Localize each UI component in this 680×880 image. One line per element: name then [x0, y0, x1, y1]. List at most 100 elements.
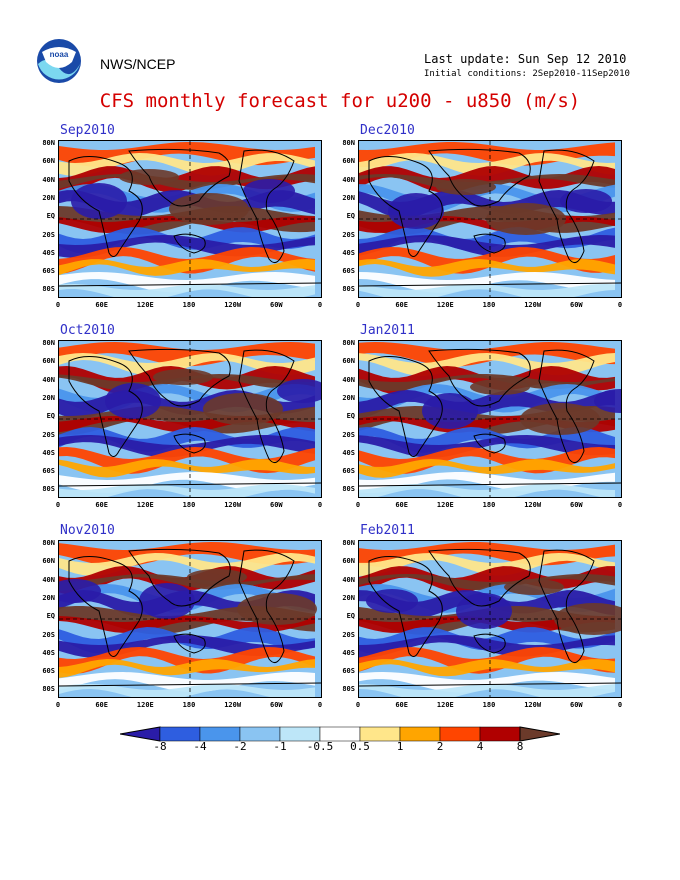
lon-tick-label: 0	[55, 701, 61, 709]
lon-tick-label: 120E	[436, 301, 454, 309]
lon-tick-label: 180	[482, 701, 496, 709]
colorbar-bin	[239, 726, 281, 742]
lat-tick-label: 60S	[342, 467, 355, 476]
lat-tick-label: 40S	[342, 448, 355, 457]
lon-tick-label: 180	[482, 301, 496, 309]
lon-tick-label: 0	[617, 701, 623, 709]
lon-tick-label: 0	[317, 501, 323, 509]
lat-tick-label: 20S	[42, 230, 55, 239]
lat-tick-label: 20N	[342, 193, 355, 202]
colorbar-tick-label: -2	[233, 740, 247, 753]
colorbar-tick-label: -0.5	[306, 740, 334, 753]
lon-tick-label: 120W	[224, 301, 242, 309]
lat-tick-label: 60N	[342, 557, 355, 566]
map-field	[359, 141, 621, 297]
lat-tick-label: 80N	[342, 539, 355, 547]
lon-tick-label: 120E	[136, 701, 154, 709]
lon-tick-label: 120W	[524, 301, 542, 309]
lat-tick-label: 20S	[342, 430, 355, 439]
lon-tick-label: 120W	[524, 701, 542, 709]
lat-tick-label: 80N	[42, 539, 55, 547]
panel-title: Sep2010	[60, 123, 115, 138]
lat-tick-label: 40S	[342, 648, 355, 657]
lat-tick-label: EQ	[346, 212, 355, 221]
forecast-map	[58, 540, 322, 698]
lat-tick-label: 80S	[42, 685, 55, 694]
lat-tick-label: 40S	[342, 248, 355, 257]
initial-conditions: Initial conditions: 2Sep2010-11Sep2010	[424, 69, 630, 79]
lon-tick-label: 0	[317, 701, 323, 709]
lat-tick-label: EQ	[346, 612, 355, 621]
lon-tick-label: 180	[182, 701, 196, 709]
colorbar-bin	[359, 726, 401, 742]
lon-tick-label: 120E	[136, 501, 154, 509]
lat-tick-label: 60N	[42, 157, 55, 166]
colorbar-bin	[399, 726, 441, 742]
lon-tick-label: 180	[482, 501, 496, 509]
colorbar-tick-label: -1	[273, 740, 287, 753]
colorbar-min-arrow	[120, 726, 161, 742]
lat-tick-label: 40S	[42, 448, 55, 457]
lat-tick-label: 20N	[42, 593, 55, 602]
lat-tick-label: EQ	[46, 212, 55, 221]
lat-tick-label: 40N	[42, 575, 55, 584]
lat-tick-label: 60S	[42, 667, 55, 676]
lat-tick-label: 80S	[42, 285, 55, 294]
lon-tick-label: 0	[355, 701, 361, 709]
lon-tick-label: 120W	[224, 701, 242, 709]
logo-text: noaa	[50, 50, 69, 59]
lon-tick-label: 60E	[395, 701, 408, 709]
lon-tick-label: 180	[182, 301, 196, 309]
lon-tick-label: 180	[182, 501, 196, 509]
colorbar	[120, 726, 560, 742]
lat-tick-label: 80N	[42, 139, 55, 147]
lat-tick-label: 60N	[342, 157, 355, 166]
lat-tick-label: 40N	[42, 175, 55, 184]
forecast-map	[58, 140, 322, 298]
org-label: NWS/NCEP	[100, 56, 176, 72]
lat-tick-label: 20N	[42, 193, 55, 202]
lat-tick-label: 60S	[42, 267, 55, 276]
colorbar-bin	[319, 726, 361, 742]
panel-title: Oct2010	[60, 323, 115, 338]
noaa-logo: noaa	[37, 39, 81, 83]
colorbar-bin	[479, 726, 521, 742]
lat-tick-label: 40S	[42, 248, 55, 257]
lon-tick-label: 60W	[570, 701, 583, 709]
lat-tick-label: 40N	[342, 575, 355, 584]
lat-tick-label: 20S	[42, 430, 55, 439]
colorbar-tick-label: 8	[516, 740, 524, 753]
page-title: CFS monthly forecast for u200 - u850 (m/…	[99, 90, 581, 112]
colorbar-tick-label: 0.5	[350, 740, 370, 753]
lon-tick-label: 60W	[270, 701, 283, 709]
forecast-map	[358, 540, 622, 698]
lat-tick-label: 80S	[342, 485, 355, 494]
lon-tick-label: 120W	[524, 501, 542, 509]
lat-tick-label: 80N	[42, 339, 55, 347]
map-field	[59, 341, 321, 497]
lat-tick-label: 40N	[342, 375, 355, 384]
lon-tick-label: 0	[617, 501, 623, 509]
lon-tick-label: 0	[355, 501, 361, 509]
lon-tick-label: 120W	[224, 501, 242, 509]
lat-tick-label: 40N	[42, 375, 55, 384]
lat-tick-label: 80S	[342, 285, 355, 294]
lon-tick-label: 60E	[395, 301, 408, 309]
forecast-map	[358, 340, 622, 498]
panel-title: Dec2010	[360, 123, 415, 138]
lat-tick-label: 40N	[342, 175, 355, 184]
lon-tick-label: 0	[317, 301, 323, 309]
colorbar-bin	[439, 726, 481, 742]
lon-tick-label: 60W	[270, 501, 283, 509]
lat-tick-label: 80N	[342, 339, 355, 347]
panel-title: Nov2010	[60, 523, 115, 538]
lon-tick-label: 60E	[95, 501, 108, 509]
lat-tick-label: 60N	[42, 557, 55, 566]
lat-tick-label: 20N	[342, 593, 355, 602]
lon-tick-label: 60E	[95, 701, 108, 709]
last-update: Last update: Sun Sep 12 2010	[424, 52, 627, 66]
lon-tick-label: 120E	[436, 501, 454, 509]
lon-tick-label: 60E	[395, 501, 408, 509]
lat-tick-label: 60N	[42, 357, 55, 366]
lat-tick-label: 80S	[42, 485, 55, 494]
